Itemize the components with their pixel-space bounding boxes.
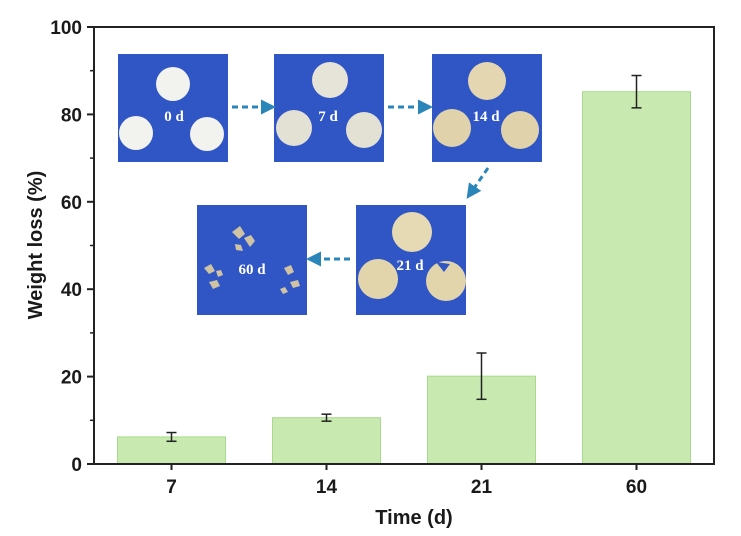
sample-disc bbox=[501, 111, 539, 149]
photo-21d: 21 d bbox=[356, 205, 466, 315]
photo-label: 21 d bbox=[396, 258, 424, 274]
x-tick-label: 21 bbox=[471, 477, 493, 498]
y-tick-label: 40 bbox=[61, 280, 82, 301]
x-tick-label: 7 bbox=[166, 477, 177, 498]
sample-disc bbox=[156, 67, 190, 101]
sample-disc bbox=[468, 62, 506, 100]
bar-60d bbox=[582, 91, 691, 465]
photo-label: 14 d bbox=[472, 109, 500, 125]
x-tick-label: 14 bbox=[316, 477, 338, 498]
photo-14d: 14 d bbox=[432, 54, 542, 162]
photo-0d: 0 d bbox=[118, 54, 228, 162]
photo-label: 0 d bbox=[164, 109, 184, 125]
y-axis-title: Weight loss (%) bbox=[25, 171, 47, 320]
x-tick-label: 60 bbox=[626, 477, 647, 498]
x-axis-title: Time (d) bbox=[375, 507, 452, 529]
error-bar-21d bbox=[476, 352, 487, 401]
sample-disc bbox=[119, 116, 153, 150]
photo-label: 7 d bbox=[318, 109, 338, 125]
sample-disc bbox=[392, 212, 432, 252]
x-axis: 7 14 21 60 bbox=[166, 464, 647, 498]
sample-disc bbox=[346, 112, 382, 148]
sample-fragments bbox=[204, 226, 300, 294]
bar-14d bbox=[272, 417, 381, 465]
photo-background bbox=[197, 205, 307, 315]
sample-disc bbox=[276, 110, 312, 146]
photo-60d: 60 d bbox=[197, 205, 307, 315]
photo-label: 60 d bbox=[238, 262, 266, 278]
sample-disc bbox=[190, 117, 224, 151]
y-tick-label: 0 bbox=[71, 455, 82, 476]
sample-disc bbox=[433, 109, 471, 147]
error-bar-group bbox=[166, 74, 642, 443]
y-tick-label: 60 bbox=[61, 193, 82, 214]
arrow-down-left-icon bbox=[466, 167, 490, 199]
sample-disc bbox=[358, 259, 398, 299]
error-bar-60d bbox=[631, 74, 642, 109]
degradation-photo-insets: 0 d 7 d 14 d 21 d bbox=[118, 54, 542, 315]
error-bar-14d bbox=[321, 413, 332, 422]
sample-disc bbox=[312, 62, 348, 98]
disc-crack bbox=[436, 262, 450, 272]
photo-7d: 7 d bbox=[274, 54, 384, 162]
sample-disc bbox=[426, 261, 466, 301]
y-tick-label: 20 bbox=[61, 368, 82, 389]
y-tick-label: 100 bbox=[50, 18, 82, 39]
y-tick-label: 80 bbox=[61, 105, 82, 126]
y-axis: 0 20 40 60 80 100 bbox=[50, 18, 94, 476]
error-bar-7d bbox=[166, 431, 177, 443]
